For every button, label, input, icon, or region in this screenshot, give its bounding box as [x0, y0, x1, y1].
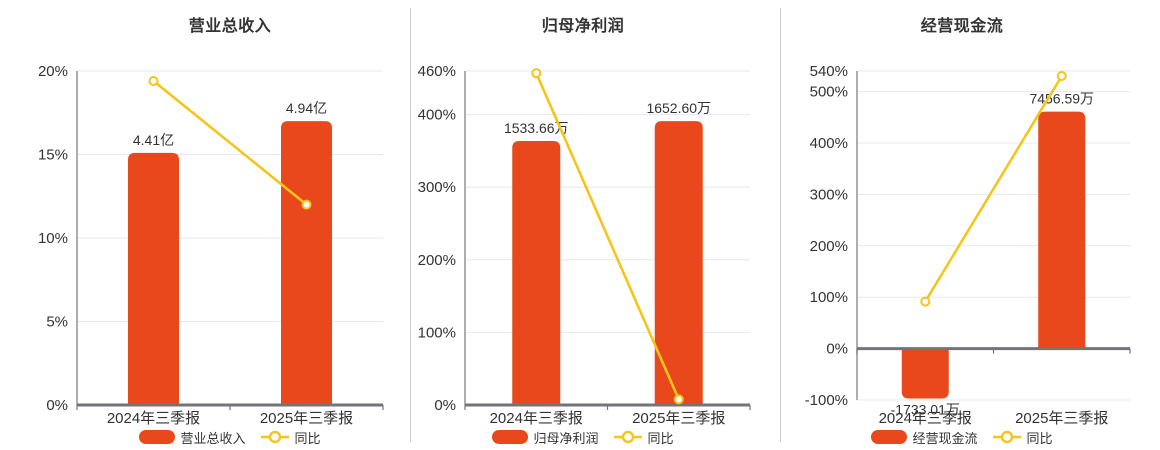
- line-series-marker-icon: [613, 430, 642, 444]
- trend-point-marker: [301, 199, 312, 210]
- panel-separator: [410, 8, 411, 442]
- trend-line: [923, 74, 1064, 303]
- bar-value-label: 4.41亿: [133, 132, 174, 148]
- y-tick-label: 300%: [810, 186, 848, 203]
- legend-item-line-series[interactable]: 同比: [613, 428, 674, 447]
- y-tick-label: 20%: [38, 63, 68, 80]
- bar: [901, 348, 949, 399]
- chart-panel-net-profit: 归母净利润 0% 100% 200% 300% 400% 460% 1533.66万 1652…: [410, 0, 780, 450]
- x-category-label: 2025年三季报: [260, 410, 353, 427]
- bar: [1038, 111, 1086, 349]
- trend-point-marker: [920, 296, 931, 307]
- y-tick-label: 100%: [810, 289, 848, 306]
- legend-bar-series-label: 归母净利润: [533, 430, 599, 446]
- trend-line: [152, 79, 308, 206]
- bar: [654, 121, 703, 405]
- line-series-marker-icon: [260, 430, 289, 444]
- legend-line-series-label: 同比: [1026, 430, 1053, 446]
- y-tick-label: 300%: [418, 179, 456, 196]
- bar-value-label: 1652.60万: [646, 100, 711, 116]
- legend-item-line-series[interactable]: 同比: [260, 428, 321, 447]
- bar-value-label: 7456.59万: [1029, 91, 1094, 107]
- chart-legend: 营业总收入 同比: [80, 428, 380, 446]
- legend-item-bar-series[interactable]: 归母净利润: [492, 428, 599, 447]
- panel-separator: [780, 8, 781, 442]
- chart-panel-operating-cash-flow: 经营现金流 -100% 0% 100% 200% 300% 400% 500% 540% -17…: [780, 0, 1160, 450]
- trend-point-marker: [673, 394, 684, 405]
- chart-legend: 经营现金流 同比: [812, 428, 1112, 446]
- bar: [281, 121, 332, 405]
- chart-title-net-profit: 归母净利润: [541, 18, 625, 35]
- legend-item-bar-series[interactable]: 营业总收入: [139, 428, 246, 447]
- x-category-label: 2024年三季报: [490, 410, 583, 427]
- trend-line: [534, 71, 681, 401]
- y-tick-label: 0%: [434, 397, 456, 414]
- trend-point-marker: [1056, 70, 1067, 81]
- chart-plot-operating-cash-flow: -100% 0% 100% 200% 300% 400% 500% 540% -1733.01万…: [805, 63, 1131, 427]
- chart-panel-total-revenue: 营业总收入 0% 5% 10% 15% 20% 4.41亿 4.94亿 2024年三季报 202…: [0, 0, 410, 450]
- legend-line-series-label: 同比: [294, 430, 321, 446]
- y-tick-label: -100%: [805, 392, 848, 409]
- y-tick-label: 0%: [826, 341, 848, 358]
- y-tick-label: 200%: [418, 252, 456, 269]
- legend-item-bar-series[interactable]: 经营现金流: [871, 428, 978, 447]
- y-tick-label: 5%: [46, 314, 68, 331]
- y-tick-label: 540%: [810, 63, 848, 80]
- bar-value-label: -1733.01万: [891, 401, 960, 417]
- trend-point-marker: [148, 76, 159, 87]
- legend-item-line-series[interactable]: 同比: [992, 428, 1053, 447]
- x-category-label: 2025年三季报: [632, 410, 725, 427]
- y-tick-label: 500%: [810, 84, 848, 101]
- x-category-label: 2024年三季报: [879, 410, 972, 427]
- y-tick-label: 0%: [46, 397, 68, 414]
- chart-legend: 归母净利润 同比: [433, 428, 733, 446]
- y-tick-label: 100%: [418, 324, 456, 341]
- chart-plot-net-profit: 0% 100% 200% 300% 400% 460% 1533.66万 1652.60万 20…: [418, 63, 751, 427]
- chart-title-total-revenue: 营业总收入: [188, 18, 272, 35]
- chart-title-operating-cash-flow: 经营现金流: [920, 18, 1004, 35]
- line-series-marker-icon: [992, 430, 1021, 444]
- y-tick-label: 400%: [418, 107, 456, 124]
- x-category-label: 2025年三季报: [1015, 410, 1108, 427]
- y-tick-label: 200%: [810, 238, 848, 255]
- bar-series-swatch-icon: [871, 430, 908, 444]
- bar-value-label: 1533.66万: [504, 120, 569, 136]
- bar-value-label: 4.94亿: [286, 100, 327, 116]
- y-tick-label: 460%: [418, 63, 456, 80]
- trend-point-marker: [531, 68, 542, 79]
- y-tick-label: 15%: [38, 147, 68, 164]
- bar-series-swatch-icon: [492, 430, 529, 444]
- bar: [512, 140, 561, 405]
- chart-plot-total-revenue: 0% 5% 10% 15% 20% 4.41亿 4.94亿 2024年三季报 2025年三季报: [38, 63, 384, 427]
- x-category-label: 2024年三季报: [107, 410, 200, 427]
- legend-line-series-label: 同比: [647, 430, 674, 446]
- legend-bar-series-label: 经营现金流: [912, 430, 978, 446]
- legend-bar-series-label: 营业总收入: [180, 430, 246, 446]
- bar: [128, 152, 179, 405]
- y-tick-label: 400%: [810, 135, 848, 152]
- bar-series-swatch-icon: [139, 430, 176, 444]
- y-tick-label: 10%: [38, 230, 68, 247]
